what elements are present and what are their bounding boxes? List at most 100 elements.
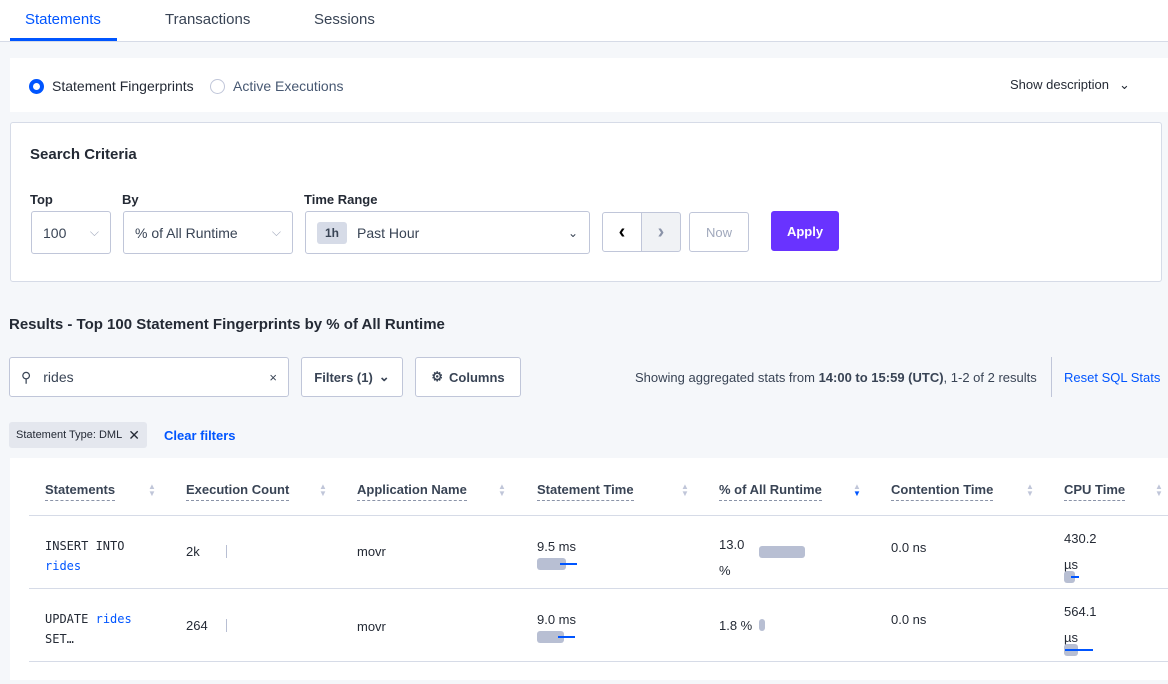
cpu-time-deviation	[1065, 649, 1093, 651]
application-name: movr	[357, 544, 386, 559]
statement-text: SET…	[45, 632, 74, 646]
show-description-label: Show description	[1010, 77, 1109, 92]
chevron-down-icon: ⌄	[1119, 77, 1130, 92]
tab-transactions[interactable]: Transactions	[165, 11, 251, 28]
columns-button[interactable]: ⚙ Columns	[415, 357, 521, 397]
column-header[interactable]: Statement Time	[537, 482, 634, 501]
summary-prefix: Showing aggregated stats from	[635, 370, 819, 385]
search-input[interactable]: ⚲ rides ×	[9, 357, 289, 397]
apply-button[interactable]: Apply	[771, 211, 839, 251]
show-description-toggle[interactable]: Show description ⌄	[1010, 77, 1130, 93]
radio-active-executions[interactable]: Active Executions	[210, 78, 344, 94]
results-heading: Results - Top 100 Statement Fingerprints…	[9, 316, 445, 333]
remove-filter-icon[interactable]: ✕	[128, 426, 140, 443]
contention-time: 0.0 ns	[891, 612, 927, 627]
now-button[interactable]: Now	[689, 212, 749, 252]
by-value: % of All Runtime	[135, 224, 238, 241]
summary-range: 14:00 to 15:59 (UTC)	[818, 370, 944, 385]
sort-icon[interactable]: ▲ ▼	[1155, 482, 1163, 498]
search-icon: ⚲	[21, 368, 32, 385]
clear-search-icon[interactable]: ×	[269, 369, 277, 385]
cpu-time-value: 430.2	[1064, 531, 1097, 546]
top-label: Top	[30, 192, 53, 207]
view-toggle-card: Statement Fingerprints Active Executions…	[10, 58, 1168, 112]
radio-unselected-icon	[210, 78, 225, 94]
contention-time: 0.0 ns	[891, 540, 927, 555]
tab-sessions[interactable]: Sessions	[314, 11, 375, 28]
filter-tag: Statement Type: DML ✕	[9, 422, 147, 448]
column-header[interactable]: Application Name	[357, 482, 467, 501]
time-range-label: Time Range	[304, 192, 378, 207]
tab-bar: Statements Transactions Sessions	[0, 0, 1168, 42]
column-header[interactable]: CPU Time	[1064, 482, 1126, 501]
sort-icon[interactable]: ▲ ▼	[319, 482, 327, 498]
execution-count: 2k	[186, 544, 200, 559]
time-range-select[interactable]: 1h Past Hour ⌄	[305, 211, 590, 254]
gear-icon: ⚙	[431, 369, 444, 384]
application-name: movr	[357, 619, 386, 634]
filters-label: Filters (1)	[314, 369, 373, 385]
runtime-percent-value: 13.0	[719, 537, 745, 552]
cpu-time: 430.2 µs	[1064, 526, 1097, 578]
sort-icon[interactable]: ▲ ▼	[148, 482, 156, 498]
column-header[interactable]: % of All Runtime	[719, 482, 822, 501]
clear-filters-link[interactable]: Clear filters	[164, 428, 236, 443]
divider	[29, 588, 1168, 589]
runtime-percent-bar	[759, 619, 765, 631]
top-select[interactable]: 100 ⌵	[31, 211, 111, 254]
columns-label: Columns	[449, 369, 505, 385]
search-criteria-title: Search Criteria	[30, 146, 137, 163]
column-header[interactable]: Statements	[45, 482, 116, 501]
cpu-time-deviation	[1071, 576, 1079, 578]
divider	[1051, 357, 1052, 397]
tab-statements[interactable]: Statements	[25, 11, 101, 28]
previous-time-button[interactable]: ‹	[602, 212, 642, 252]
by-label: By	[122, 192, 139, 207]
radio-selected-icon	[29, 78, 44, 94]
sort-icon[interactable]: ▲ ▼	[498, 482, 506, 498]
radio-label: Statement Fingerprints	[52, 78, 194, 94]
statement-text: INSERT INTO	[45, 539, 125, 553]
divider	[29, 661, 1168, 662]
statement-cell[interactable]: UPDATE rides SET…	[45, 609, 132, 649]
filter-tag-label: Statement Type: DML	[16, 429, 123, 441]
runtime-percent-unit: %	[719, 563, 731, 578]
chevron-down-icon: ⌵	[89, 225, 99, 239]
radio-label: Active Executions	[233, 78, 344, 94]
statement-time: 9.0 ms	[537, 612, 577, 627]
execution-count-bar	[226, 619, 227, 632]
top-value: 100	[43, 224, 67, 241]
statement-table-name[interactable]: rides	[95, 612, 132, 626]
statement-cell[interactable]: INSERT INTO rides	[45, 536, 124, 576]
sort-icon[interactable]: ▲ ▼	[853, 482, 861, 498]
column-header[interactable]: Contention Time	[891, 482, 994, 501]
execution-count-bar	[226, 545, 227, 558]
radio-statement-fingerprints[interactable]: Statement Fingerprints	[29, 78, 194, 94]
statement-time-bar	[537, 558, 566, 570]
cpu-time-unit: µs	[1064, 557, 1078, 572]
reset-sql-stats-link[interactable]: Reset SQL Stats	[1064, 370, 1161, 385]
summary-suffix: , 1-2 of 2 results	[943, 370, 1037, 385]
runtime-percent: 1.8 %	[719, 618, 753, 633]
statement-time-deviation	[558, 636, 575, 638]
filters-button[interactable]: Filters (1) ⌄	[301, 357, 403, 397]
next-time-button[interactable]: ›	[641, 212, 681, 252]
chevron-left-icon: ‹	[618, 220, 626, 243]
active-tab-indicator	[10, 38, 117, 41]
cpu-time-bar	[1064, 571, 1075, 583]
sort-icon[interactable]: ▲ ▼	[1026, 482, 1034, 498]
statement-table-name[interactable]: rides	[45, 559, 82, 573]
by-select[interactable]: % of All Runtime ⌵	[123, 211, 293, 254]
results-summary: Showing aggregated stats from 14:00 to 1…	[635, 370, 1037, 385]
sort-icon[interactable]: ▲ ▼	[681, 482, 689, 498]
divider	[29, 515, 1168, 516]
column-header[interactable]: Execution Count	[186, 482, 290, 501]
cpu-time-unit: µs	[1064, 630, 1078, 645]
chevron-down-icon: ⌄	[567, 225, 578, 240]
chevron-down-icon: ⌄	[378, 369, 390, 384]
chevron-down-icon: ⌵	[271, 225, 281, 239]
execution-count: 264	[186, 618, 208, 633]
search-value: rides	[43, 369, 74, 385]
cpu-time: 564.1 µs	[1064, 599, 1097, 651]
statements-table	[10, 458, 1168, 680]
